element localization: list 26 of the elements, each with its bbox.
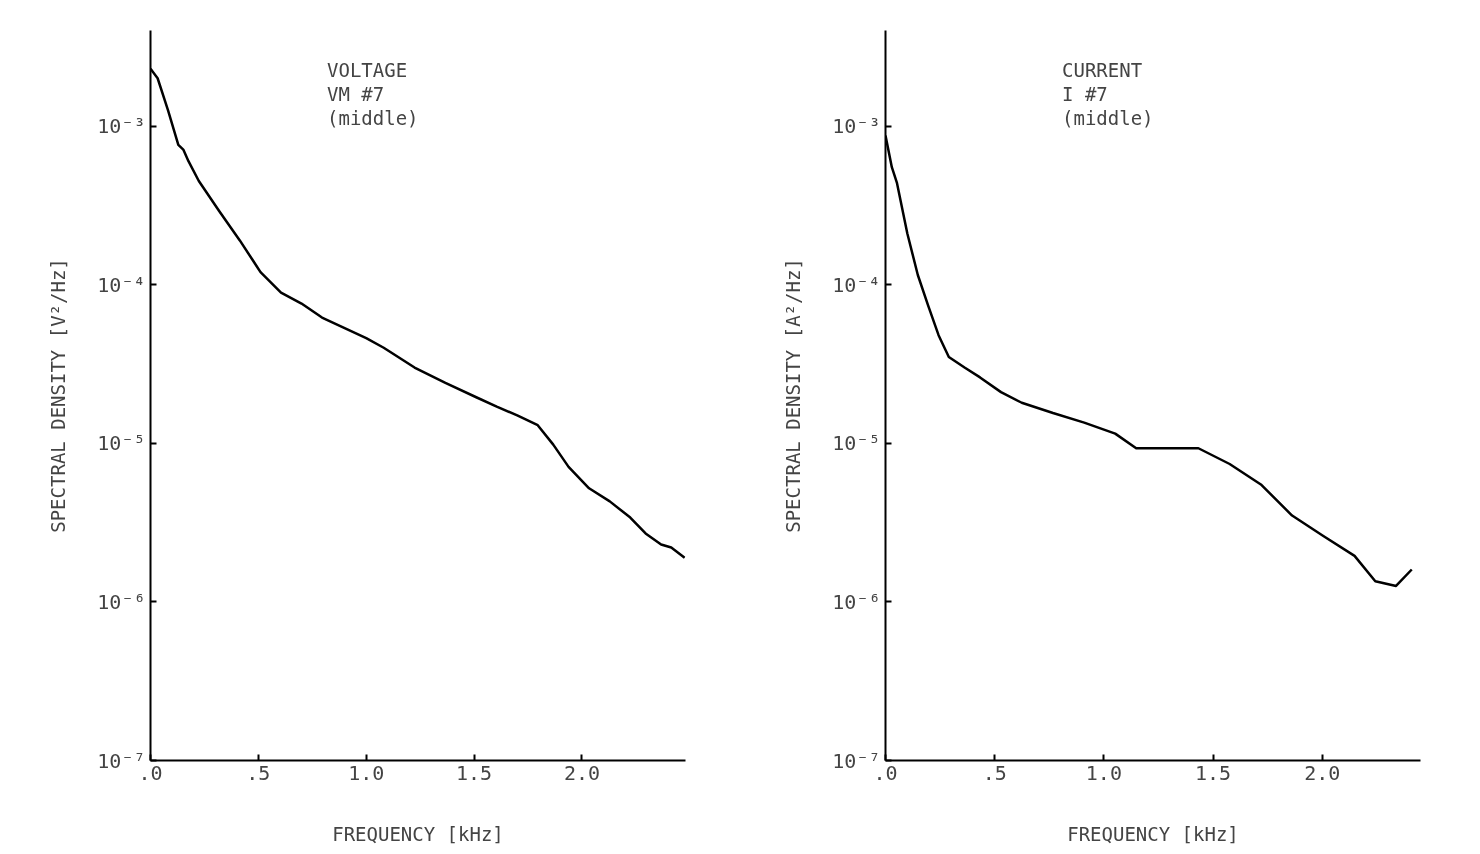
y-axis-title: SPECTRAL DENSITY [V²/Hz] xyxy=(47,258,70,533)
annotation: (middle) xyxy=(327,106,419,129)
x-tick-label: 2.0 xyxy=(1304,760,1341,785)
y-tick-label: 10⁻⁴ xyxy=(832,272,881,297)
annotation: (middle) xyxy=(1062,106,1154,129)
y-tick-label: 10⁻⁴ xyxy=(97,272,146,297)
x-tick-label: 1.5 xyxy=(456,760,493,785)
y-tick-label: 10⁻⁵ xyxy=(832,431,881,456)
x-tick-label: 1.0 xyxy=(348,760,385,785)
y-tick-label: 10⁻⁶ xyxy=(832,589,881,614)
annotation: I #7 xyxy=(1062,82,1108,105)
x-tick-label: 2.0 xyxy=(563,760,601,785)
y-axis-title: SPECTRAL DENSITY [A²/Hz] xyxy=(782,258,805,533)
x-tick-label: 1.5 xyxy=(1194,760,1232,785)
x-tick-label: .5 xyxy=(982,760,1007,785)
annotation: VM #7 xyxy=(327,82,385,105)
x-tick-label: 1.0 xyxy=(1085,760,1122,785)
x-axis-title: FREQUENCY [kHz] xyxy=(332,822,504,845)
x-axis-title: FREQUENCY [kHz] xyxy=(1067,822,1239,845)
y-tick-label: 10⁻³ xyxy=(97,114,146,138)
y-tick-label: 10⁻⁶ xyxy=(97,589,146,614)
y-tick-label: 10⁻⁵ xyxy=(97,431,146,456)
annotation: CURRENT xyxy=(1062,58,1143,81)
x-tick-label: .5 xyxy=(246,760,271,785)
y-tick-label: 10⁻³ xyxy=(832,114,881,138)
annotation: VOLTAGE xyxy=(327,58,408,81)
